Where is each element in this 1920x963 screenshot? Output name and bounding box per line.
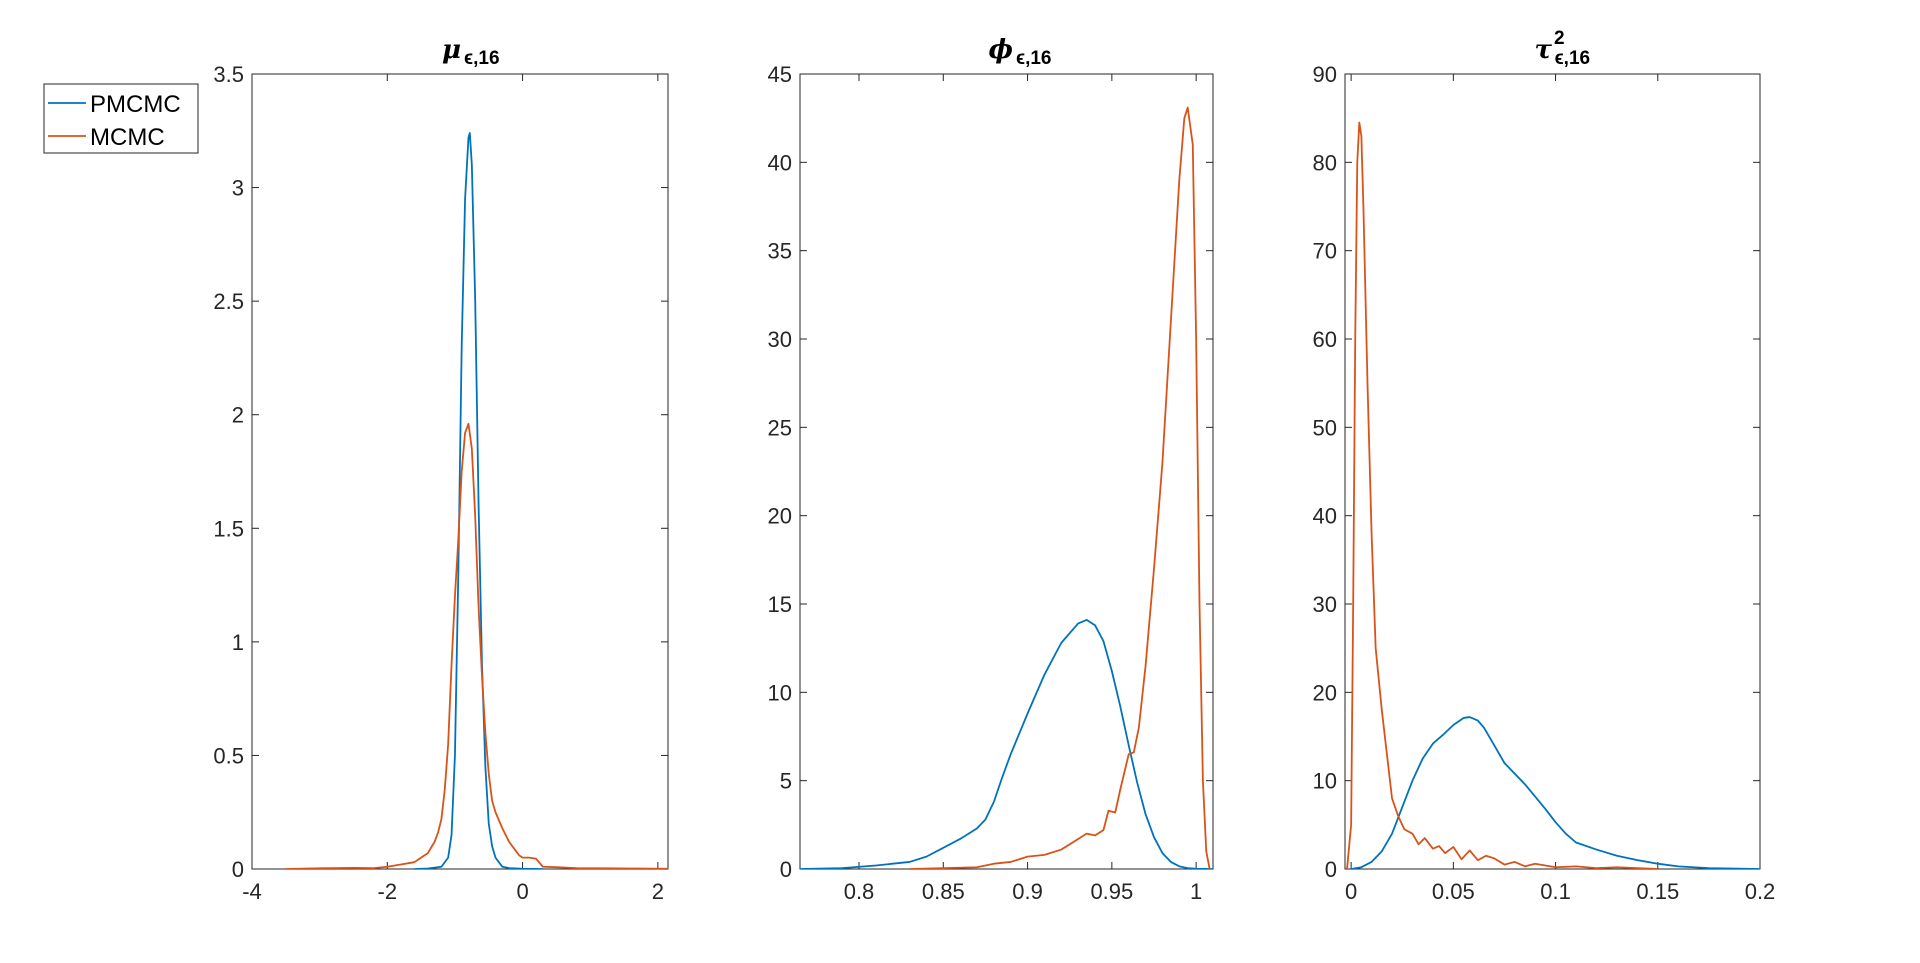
series-line-mcmc	[1346, 121, 1658, 869]
x-tick-label: 0.1	[1540, 879, 1571, 904]
y-tick-label: 0	[1325, 857, 1337, 882]
y-tick-label: 45	[768, 62, 792, 87]
y-tick-label: 30	[768, 327, 792, 352]
y-tick-label: 2.5	[213, 289, 244, 314]
y-tick-label: 90	[1313, 62, 1337, 87]
y-tick-label: 0.5	[213, 743, 244, 768]
y-tick-label: 50	[1313, 415, 1337, 440]
title-subscript: ϵ,16	[1555, 48, 1591, 69]
y-tick-label: 0	[232, 857, 244, 882]
panel-tau2: 0 0.05 0.1 0.15 0.2 0 10 20 30 40 50 60 70 80 90 τ 2 ϵ,16	[1313, 28, 1776, 904]
x-tick-label: 1	[1190, 879, 1202, 904]
legend-label-pmcmc: PMCMC	[90, 91, 181, 118]
x-tick-label: 0.9	[1012, 879, 1043, 904]
y-tick-label: 40	[1313, 504, 1337, 529]
x-tick-label: 0	[1345, 879, 1357, 904]
series-line-mcmc	[285, 422, 668, 869]
x-tick-label: -4	[242, 879, 262, 904]
x-tick-label: 0.8	[844, 879, 875, 904]
y-tick-label: 1	[232, 630, 244, 655]
x-tick-label: -2	[378, 879, 398, 904]
y-tick-label: 35	[768, 239, 792, 264]
y-tick-label: 5	[780, 769, 792, 794]
y-tick-label: 20	[768, 504, 792, 529]
panel-mu: -4 -2 0 2 0 0.5 1 1.5 2 2.5 3 3.5 μ ϵ,16	[213, 35, 669, 904]
y-tick-label: 70	[1313, 239, 1337, 264]
y-tick-label: 3.5	[213, 62, 244, 87]
x-tick-label: 0.85	[922, 879, 965, 904]
y-tick-label: 0	[780, 857, 792, 882]
title-symbol: τ	[1535, 35, 1553, 65]
y-tick-label: 3	[232, 176, 244, 201]
y-tick-label: 25	[768, 415, 792, 440]
title-superscript: 2	[1554, 28, 1565, 49]
x-tick-label: 0.05	[1432, 879, 1475, 904]
panel-title: μ ϵ,16	[442, 35, 500, 69]
legend-label-mcmc: MCMC	[90, 124, 165, 151]
y-tick-label: 10	[768, 680, 792, 705]
series-line-mcmc	[909, 106, 1211, 869]
title-symbol: μ	[442, 35, 461, 65]
series-line-pmcmc	[414, 132, 543, 869]
y-tick-label: 80	[1313, 150, 1337, 175]
legend: PMCMC MCMC	[43, 83, 199, 154]
title-subscript: ϵ,16	[1016, 48, 1052, 69]
y-tick-label: 15	[768, 592, 792, 617]
panel-title: τ 2 ϵ,16	[1535, 28, 1591, 69]
x-tick-label: 0.15	[1636, 879, 1679, 904]
y-tick-label: 2	[232, 403, 244, 428]
title-subscript: ϵ,16	[464, 48, 500, 69]
series-line-pmcmc	[800, 619, 1213, 869]
y-tick-label: 1.5	[213, 516, 244, 541]
x-tick-label: 0.2	[1745, 879, 1776, 904]
x-tick-label: 2	[652, 879, 664, 904]
y-tick-label: 40	[768, 150, 792, 175]
axes-box	[1344, 73, 1761, 870]
title-symbol: ϕ	[989, 35, 1013, 65]
y-tick-label: 30	[1313, 592, 1337, 617]
legend-box	[43, 83, 199, 154]
x-tick-label: 0.95	[1090, 879, 1133, 904]
y-tick-label: 20	[1313, 680, 1337, 705]
panel-title: ϕ ϵ,16	[989, 35, 1052, 69]
y-tick-label: 10	[1313, 769, 1337, 794]
series-line-pmcmc	[1350, 716, 1760, 869]
y-tick-label: 60	[1313, 327, 1337, 352]
x-tick-label: 0	[516, 879, 528, 904]
axes-box	[799, 73, 1214, 870]
